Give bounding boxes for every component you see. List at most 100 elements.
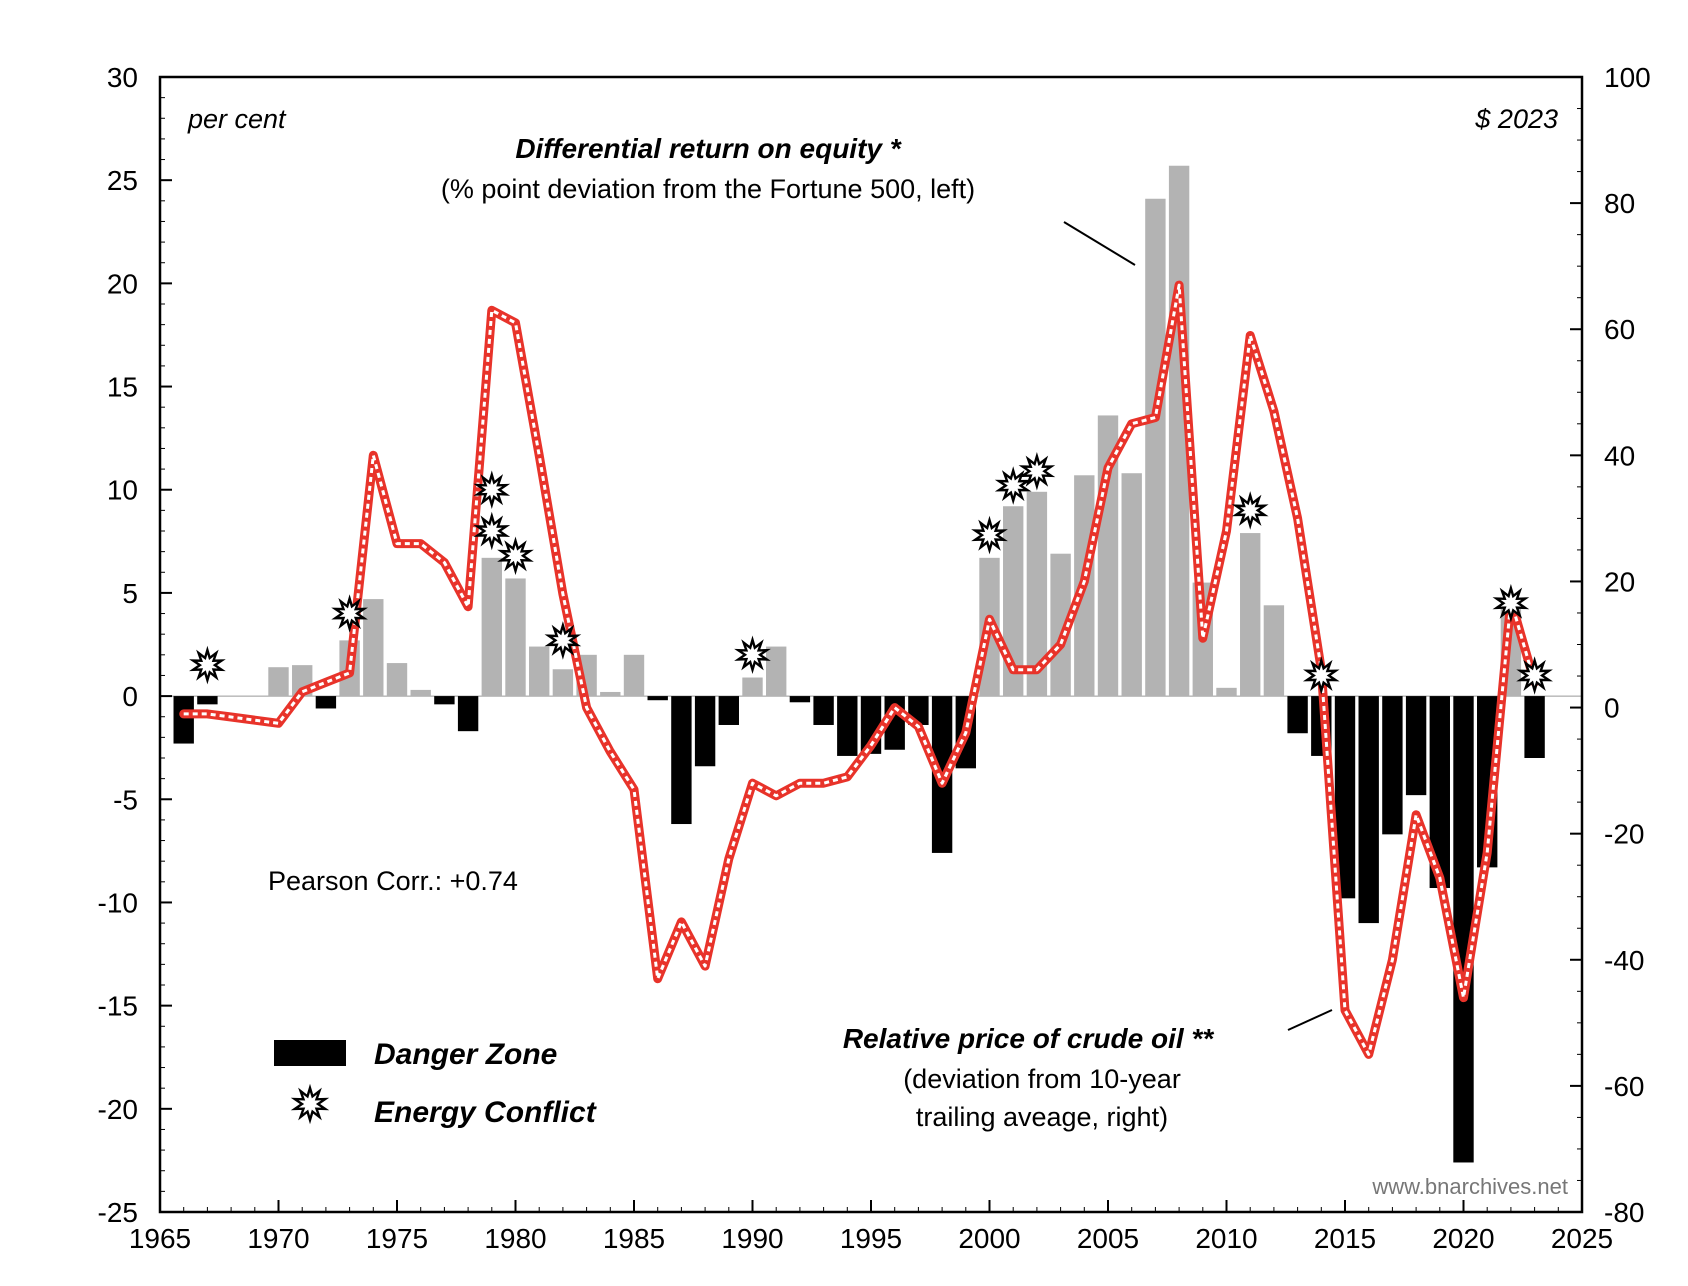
oil-line-layer [179, 280, 1540, 1059]
y-right-tick-label--40: -40 [1604, 945, 1644, 976]
energy-conflict-marker-2022-12 [1492, 583, 1530, 623]
legend-energy-conflict-label: Energy Conflict [374, 1096, 598, 1129]
bar-2020 [1453, 696, 1474, 1163]
oil-annotation-title: Relative price of crude oil ** [843, 1023, 1214, 1054]
bar-1972 [315, 696, 337, 709]
bar-1991 [766, 646, 787, 697]
oil-annotation-subtitle-1: (deviation from 10-year [903, 1064, 1181, 1094]
bar-1987 [671, 696, 692, 825]
oil-annotation-pointer [1287, 1009, 1333, 1031]
bar-1989 [718, 696, 739, 725]
bar-2007 [1145, 198, 1166, 697]
bar-2017 [1382, 696, 1403, 835]
bar-2002 [1026, 491, 1048, 697]
bar-1966 [173, 696, 194, 744]
y-right-tick-label-80: 80 [1604, 188, 1635, 219]
bar-2013 [1287, 696, 1308, 734]
legend-energy-conflict-icon [290, 1083, 330, 1125]
bar-2023 [1524, 696, 1545, 758]
oil-annotation-subtitle-2: trailing aveage, right) [916, 1102, 1168, 1132]
x-tick-label-2015: 2015 [1314, 1223, 1376, 1254]
y-right-tick-label--20: -20 [1604, 819, 1644, 850]
equity-annotation-pointer [1063, 221, 1136, 266]
bar-1984 [600, 691, 621, 697]
bar-1970 [268, 667, 289, 697]
x-tick-label-2010: 2010 [1195, 1223, 1257, 1254]
y-left-tick-label--25: -25 [98, 1197, 138, 1228]
bar-1977 [434, 696, 455, 705]
bar-2018 [1405, 696, 1427, 796]
y-left-tick-label-25: 25 [107, 165, 138, 196]
axes-layer: 1965 1970 1975 1980 1985 1990 1995 2000 2005 2010… [98, 62, 1651, 1254]
energy-conflict-marker-1979-2 [473, 470, 511, 509]
y-left-tick-label--5: -5 [113, 784, 138, 815]
y-left-tick-label-15: 15 [107, 372, 138, 403]
bar-1967 [197, 696, 218, 705]
bar-2006 [1121, 473, 1142, 697]
bar-1980 [505, 578, 526, 697]
left-unit-label: per cent [187, 104, 287, 134]
legend-danger-zone-swatch [274, 1040, 346, 1066]
bar-1982 [552, 669, 574, 697]
y-right-tick-label-60: 60 [1604, 314, 1635, 345]
bar-1978 [457, 696, 479, 732]
equity-annotation-subtitle: (% point deviation from the Fortune 500,… [441, 174, 975, 204]
y-left-tick-label--20: -20 [98, 1094, 138, 1125]
energy-conflict-marker-2014-11 [1302, 656, 1340, 695]
bar-2012 [1263, 605, 1285, 697]
energy-conflict-marker-2011-10 [1231, 491, 1269, 530]
x-tick-label-2000: 2000 [958, 1223, 1020, 1254]
bar-1979 [481, 557, 502, 697]
y-right-tick-label--80: -80 [1604, 1197, 1644, 1228]
bar-1975 [386, 663, 408, 697]
bar-2016 [1358, 696, 1379, 924]
x-tick-label-1990: 1990 [721, 1223, 783, 1254]
y-left-tick-label-5: 5 [122, 578, 138, 609]
y-left-tick-label-0: 0 [122, 681, 138, 712]
x-tick-label-2005: 2005 [1077, 1223, 1139, 1254]
bar-1988 [694, 696, 716, 767]
energy-conflict-marker-1979-3 [473, 511, 511, 551]
x-tick-label-1970: 1970 [247, 1223, 309, 1254]
bar-1990 [742, 677, 763, 697]
bar-2019 [1429, 696, 1450, 889]
bar-1985 [623, 654, 645, 697]
bar-2010 [1216, 687, 1237, 697]
x-tick-label-1995: 1995 [840, 1223, 902, 1254]
y-left-tick-label-20: 20 [107, 268, 138, 299]
x-tick-label-1975: 1975 [366, 1223, 428, 1254]
bar-1993 [813, 696, 834, 725]
energy-conflict-marker-1973-1 [331, 594, 368, 633]
y-right-tick-label-20: 20 [1604, 566, 1635, 597]
bar-1981 [529, 646, 550, 697]
x-tick-label-2025: 2025 [1551, 1223, 1613, 1254]
x-tick-label-1965: 1965 [129, 1223, 191, 1254]
energy-conflict-markers [189, 451, 1553, 695]
legend-burst-shape [290, 1083, 330, 1125]
oil-line-inner [183, 283, 1537, 1056]
x-tick-label-2020: 2020 [1432, 1223, 1494, 1254]
y-right-tick-label-40: 40 [1604, 440, 1635, 471]
source-credit: www.bnarchives.net [1371, 1174, 1568, 1199]
energy-conflict-marker-2000-7 [971, 515, 1008, 555]
y-left-tick-label--15: -15 [98, 991, 138, 1022]
energy-conflict-marker-1980-4 [497, 536, 534, 576]
y-right-tick-label-100: 100 [1604, 62, 1651, 93]
bar-1992 [789, 696, 811, 703]
bar-1994 [837, 696, 858, 756]
energy-conflict-marker-1967 [189, 645, 226, 685]
bar-2011 [1240, 533, 1261, 697]
y-left-tick-label-10: 10 [107, 475, 138, 506]
energy-conflict-marker-2002-9 [1018, 451, 1056, 491]
pearson-correlation: Pearson Corr.: +0.74 [268, 866, 518, 896]
y-left-tick-label-30: 30 [107, 62, 138, 93]
bar-1986 [647, 696, 668, 701]
x-tick-label-1985: 1985 [603, 1223, 665, 1254]
energy-conflict-marker-1982-5 [544, 621, 582, 660]
energy-conflict-marker-2023-13 [1516, 656, 1553, 695]
energy-conflict-marker-1990-6 [734, 635, 771, 675]
right-unit-label: $ 2023 [1474, 104, 1558, 134]
energy-conflict-marker-2001-8 [994, 466, 1032, 505]
y-left-tick-label--10: -10 [98, 887, 138, 918]
